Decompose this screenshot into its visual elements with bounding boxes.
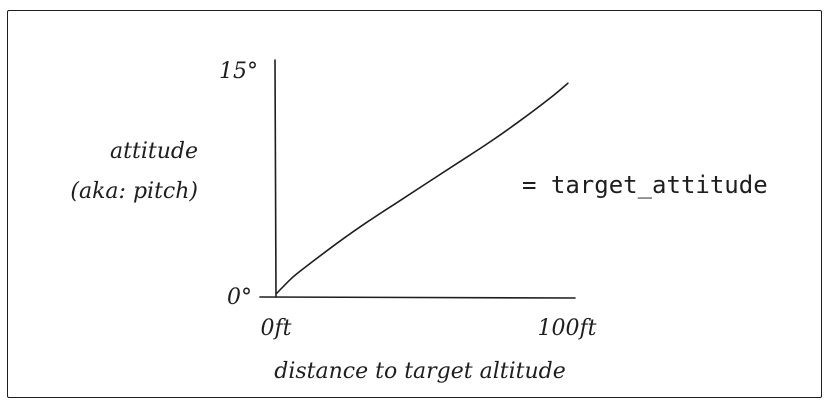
data-point-1 (290, 276, 294, 280)
data-point-8 (487, 141, 491, 145)
x-tick-label-right: 100ft (538, 316, 597, 341)
series-line (276, 82, 569, 294)
data-point-0 (275, 291, 279, 295)
x-axis-label: distance to target altitude (274, 359, 566, 384)
y-axis-label-line1: attitude (110, 139, 198, 164)
data-point-10 (548, 96, 552, 100)
data-point-6 (427, 180, 431, 184)
data-point-4 (366, 220, 370, 224)
data-point-2 (305, 264, 309, 268)
data-point-3 (336, 241, 340, 245)
data-point-9 (517, 119, 521, 123)
figure-frame (7, 10, 822, 398)
y-axis-line (274, 59, 277, 298)
y-axis-label-line2: (aka: pitch) (70, 179, 198, 204)
x-axis-line (259, 296, 576, 299)
data-point-5 (396, 200, 400, 204)
y-tick-label-bottom: 0° (227, 285, 252, 310)
y-tick-label-top: 15° (219, 59, 258, 84)
data-point-11 (566, 81, 570, 85)
annotation-label: = target_attitude (522, 171, 768, 199)
data-point-7 (457, 160, 461, 164)
x-tick-label-left: 0ft (261, 316, 292, 341)
